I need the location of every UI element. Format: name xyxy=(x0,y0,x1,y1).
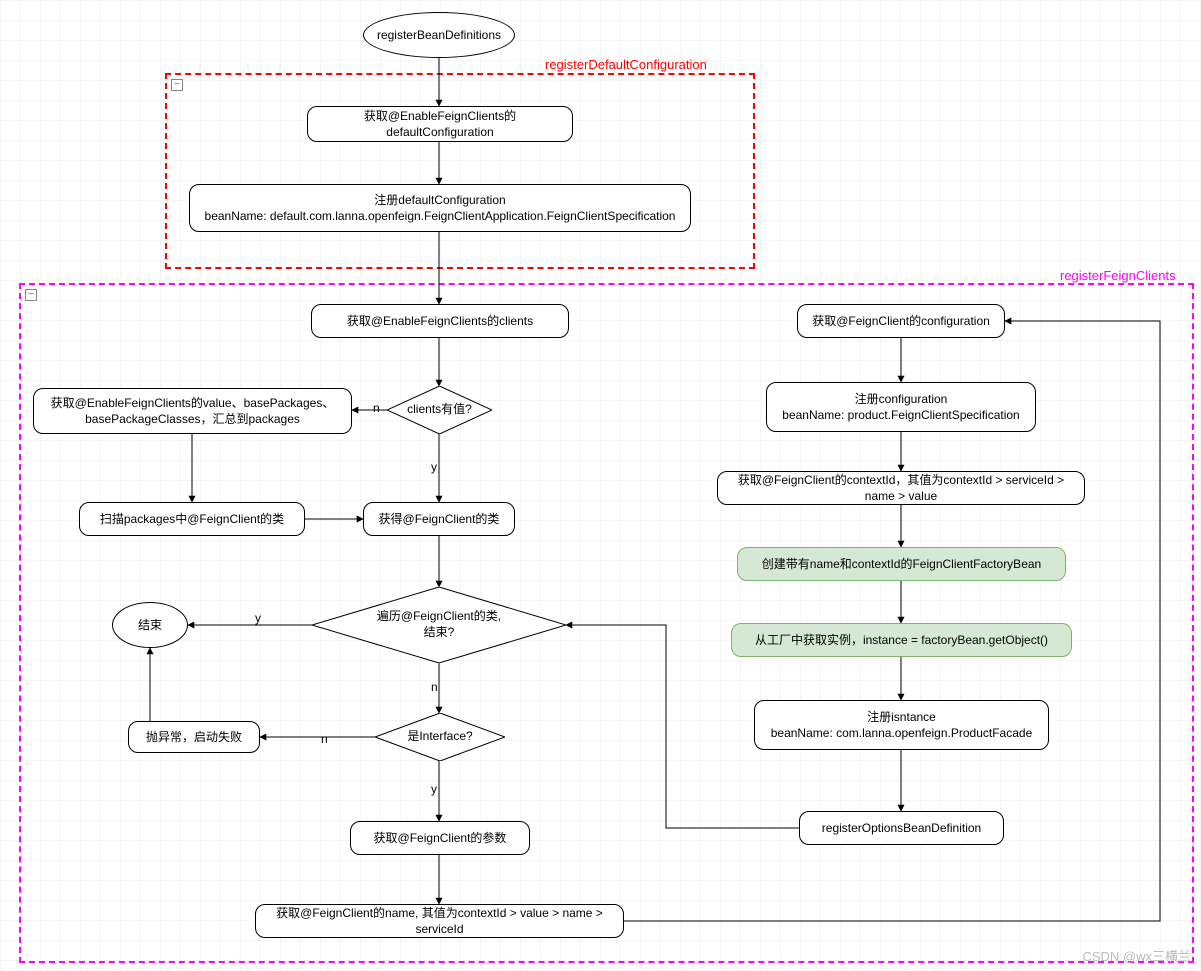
node-register-default-configuration: 注册defaultConfiguration beanName: default… xyxy=(189,184,691,232)
node-label: 获取@FeignClient的name, 其值为contextId > valu… xyxy=(266,905,613,937)
node-label: registerOptionsBeanDefinition xyxy=(822,820,981,836)
node-register-options-bean: registerOptionsBeanDefinition xyxy=(799,811,1004,845)
node-get-feign-client-class: 获得@FeignClient的类 xyxy=(363,502,515,536)
edge-label: n xyxy=(321,732,328,746)
node-register-configuration: 注册configuration beanName: product.FeignC… xyxy=(766,382,1036,432)
node-label: 扫描packages中@FeignClient的类 xyxy=(100,511,284,527)
node-get-feign-client-name: 获取@FeignClient的name, 其值为contextId > valu… xyxy=(255,904,624,938)
collapse-icon[interactable]: − xyxy=(25,289,37,301)
node-line2: beanName: product.FeignClientSpecificati… xyxy=(782,407,1019,423)
node-label: 获取@FeignClient的参数 xyxy=(374,830,507,846)
node-get-default-configuration: 获取@EnableFeignClients的defaultConfigurati… xyxy=(307,106,573,142)
node-label: 抛异常，启动失败 xyxy=(146,729,242,745)
decision-label: 遍历@FeignClient的类, 结束? xyxy=(371,609,507,640)
node-line1: 获取@EnableFeignClients的value、basePackages… xyxy=(51,395,335,411)
end-label: 结束 xyxy=(138,617,162,633)
decision-label: 是Interface? xyxy=(401,729,478,745)
node-get-configuration: 获取@FeignClient的configuration xyxy=(797,304,1005,338)
node-get-instance: 从工厂中获取实例，instance = factoryBean.getObjec… xyxy=(731,623,1072,657)
frame-label-magenta: registerFeignClients xyxy=(1060,268,1176,283)
node-register-instance: 注册isntance beanName: com.lanna.openfeign… xyxy=(754,700,1049,750)
decision-iterate-end: 遍历@FeignClient的类, 结束? xyxy=(312,587,566,663)
node-line1: 注册configuration xyxy=(782,391,1019,407)
decision-clients-has-value: clients有值? xyxy=(387,386,492,434)
node-get-feign-client-params: 获取@FeignClient的参数 xyxy=(350,821,530,855)
watermark: CSDN @wx三横兰 xyxy=(1082,946,1191,965)
edge-label: n xyxy=(431,680,438,694)
node-line2: beanName: default.com.lanna.openfeign.Fe… xyxy=(205,208,676,224)
frame-register-default-configuration: − xyxy=(165,73,755,269)
edge-label: n xyxy=(373,401,380,415)
node-line1: 注册isntance xyxy=(771,709,1033,725)
node-label: 获取@EnableFeignClients的clients xyxy=(347,313,533,329)
node-label: 获得@FeignClient的类 xyxy=(379,511,500,527)
edge-label: y xyxy=(255,611,261,625)
node-label: 获取@FeignClient的configuration xyxy=(812,313,990,329)
decision-label: clients有值? xyxy=(401,402,478,418)
end-node: 结束 xyxy=(112,602,188,648)
node-get-context-id: 获取@FeignClient的contextId，其值为contextId > … xyxy=(717,471,1085,505)
node-label: 获取@EnableFeignClients的defaultConfigurati… xyxy=(318,108,562,140)
decision-is-interface: 是Interface? xyxy=(375,713,505,761)
edge-label: y xyxy=(431,460,437,474)
node-label: 获取@FeignClient的contextId，其值为contextId > … xyxy=(728,472,1074,504)
node-line1: 注册defaultConfiguration xyxy=(205,192,676,208)
node-line2: beanName: com.lanna.openfeign.ProductFac… xyxy=(771,725,1033,741)
edge-label: y xyxy=(431,782,437,796)
collapse-icon[interactable]: − xyxy=(171,79,183,91)
node-get-clients: 获取@EnableFeignClients的clients xyxy=(311,304,569,338)
start-node: registerBeanDefinitions xyxy=(363,12,515,58)
node-label: 创建带有name和contextId的FeignClientFactoryBea… xyxy=(762,556,1041,572)
node-scan-packages: 扫描packages中@FeignClient的类 xyxy=(79,502,305,536)
node-label: 从工厂中获取实例，instance = factoryBean.getObjec… xyxy=(755,632,1048,648)
frame-label-red: registerDefaultConfiguration xyxy=(545,57,707,72)
node-create-factory-bean: 创建带有name和contextId的FeignClientFactoryBea… xyxy=(737,547,1066,581)
node-line2: basePackageClasses，汇总到packages xyxy=(51,411,335,427)
start-label: registerBeanDefinitions xyxy=(377,27,501,43)
node-throw-exception: 抛异常，启动失败 xyxy=(128,721,260,753)
node-get-base-packages: 获取@EnableFeignClients的value、basePackages… xyxy=(33,388,352,434)
